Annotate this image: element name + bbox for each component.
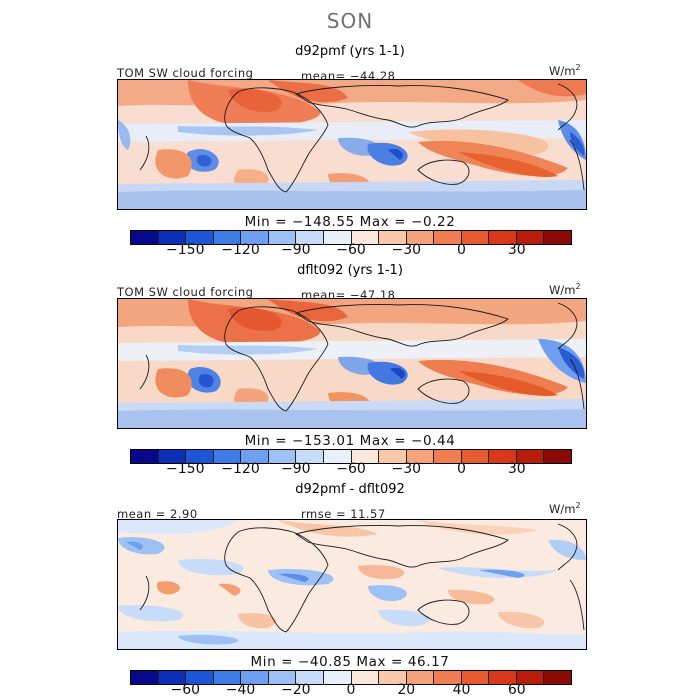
colorbar-tick-label: −60 <box>170 682 201 698</box>
colorbar-tick-label: −150 <box>166 461 205 477</box>
colorbar-tick-label: −120 <box>221 461 260 477</box>
panel-3-min-max: Min = −40.85 Max = 46.17 <box>250 654 450 670</box>
colorbar-tick-label: 30 <box>507 461 526 477</box>
colorbar-swatch <box>241 671 269 684</box>
colorbar-swatch <box>131 450 159 463</box>
colorbar-tick-label: 0 <box>457 242 466 258</box>
panel-3-colorbar <box>130 670 572 685</box>
colorbar-swatch <box>268 450 297 463</box>
panel-3-rmse-label: rmse = 11.57 <box>301 507 386 521</box>
colorbar-swatch <box>158 231 187 244</box>
colorbar-tick-label: 0 <box>457 461 466 477</box>
colorbar-swatch <box>379 450 407 463</box>
panel-3-title: d92pmf - dflt092 <box>295 482 405 497</box>
panel-2-title: dflt092 (yrs 1-1) <box>297 263 403 278</box>
colorbar-swatch <box>461 671 490 684</box>
colorbar-swatch <box>213 231 242 244</box>
colorbar-swatch <box>516 231 545 244</box>
colorbar-swatch <box>434 671 462 684</box>
colorbar-tick-label: −60 <box>336 461 366 477</box>
panel-1-colorbar-ticks: −150 −120 −90 −60 −30 0 30 <box>130 242 572 258</box>
colorbar-swatch <box>323 231 352 244</box>
colorbar-swatch <box>489 671 517 684</box>
colorbar-swatch <box>241 231 269 244</box>
colorbar-tick-label: −120 <box>221 242 260 258</box>
colorbar-swatch <box>131 671 159 684</box>
colorbar-swatch <box>379 231 407 244</box>
panel-1-variable-label: TOM SW cloud forcing <box>117 66 254 80</box>
colorbar-tick-label: −150 <box>166 242 205 258</box>
colorbar-tick-label: −40 <box>225 682 256 698</box>
panel-2-colorbar <box>130 449 572 464</box>
colorbar-swatch <box>351 231 380 244</box>
colorbar-swatch <box>158 671 187 684</box>
panel-1-colorbar <box>130 230 572 245</box>
panel-3-colorbar-ticks: −60 −40 −20 0 20 40 60 <box>130 682 572 698</box>
colorbar-swatch <box>241 450 269 463</box>
colorbar-swatch <box>296 450 324 463</box>
colorbar-tick-label: −60 <box>336 242 366 258</box>
colorbar-tick-label: 30 <box>507 242 526 258</box>
colorbar-swatch <box>296 231 324 244</box>
panel-2-colorbar-ticks: −150 −120 −90 −60 −30 0 30 <box>130 461 572 477</box>
colorbar-swatch <box>516 671 545 684</box>
colorbar-swatch <box>461 231 490 244</box>
colorbar-tick-label: 40 <box>452 682 471 698</box>
colorbar-swatch <box>544 231 571 244</box>
colorbar-tick-label: 0 <box>346 682 356 698</box>
season-title: SON <box>326 9 374 33</box>
colorbar-swatch <box>434 231 462 244</box>
colorbar-swatch <box>544 450 571 463</box>
colorbar-swatch <box>406 231 435 244</box>
colorbar-swatch <box>186 231 214 244</box>
colorbar-swatch <box>268 231 297 244</box>
panel-1-title: d92pmf (yrs 1-1) <box>295 44 405 59</box>
colorbar-tick-label: −90 <box>280 461 311 477</box>
colorbar-swatch <box>406 671 435 684</box>
colorbar-swatch <box>296 671 324 684</box>
colorbar-swatch <box>516 450 545 463</box>
colorbar-tick-label: −90 <box>280 242 311 258</box>
colorbar-tick-label: −30 <box>391 461 422 477</box>
colorbar-swatch <box>434 450 462 463</box>
colorbar-swatch <box>323 450 352 463</box>
colorbar-swatch <box>489 231 517 244</box>
colorbar-swatch <box>158 450 187 463</box>
colorbar-swatch <box>489 450 517 463</box>
panel-2-variable-label: TOM SW cloud forcing <box>117 285 254 299</box>
colorbar-tick-label: −30 <box>391 242 422 258</box>
colorbar-swatch <box>379 671 407 684</box>
colorbar-swatch <box>131 231 159 244</box>
panel-3-map <box>117 519 587 650</box>
colorbar-swatch <box>268 671 297 684</box>
colorbar-tick-label: 60 <box>507 682 526 698</box>
colorbar-swatch <box>186 450 214 463</box>
colorbar-swatch <box>186 671 214 684</box>
panel-1-units: W/m2 <box>549 63 581 78</box>
colorbar-swatch <box>213 450 242 463</box>
panel-2-map <box>117 298 587 429</box>
colorbar-swatch <box>213 671 242 684</box>
panel-2-min-max: Min = −153.01 Max = −0.44 <box>244 433 456 449</box>
colorbar-tick-label: 20 <box>397 682 416 698</box>
colorbar-swatch <box>323 671 352 684</box>
panel-3-mean-label: mean = 2.90 <box>117 507 198 521</box>
panel-2-units: W/m2 <box>549 282 581 297</box>
colorbar-swatch <box>351 671 380 684</box>
colorbar-swatch <box>461 450 490 463</box>
panel-1-min-max: Min = −148.55 Max = −0.22 <box>244 214 456 230</box>
colorbar-tick-label: −20 <box>280 682 311 698</box>
colorbar-swatch <box>351 450 380 463</box>
colorbar-swatch <box>544 671 571 684</box>
panel-3-units: W/m2 <box>549 501 581 516</box>
panel-1-map <box>117 79 587 210</box>
colorbar-swatch <box>406 450 435 463</box>
